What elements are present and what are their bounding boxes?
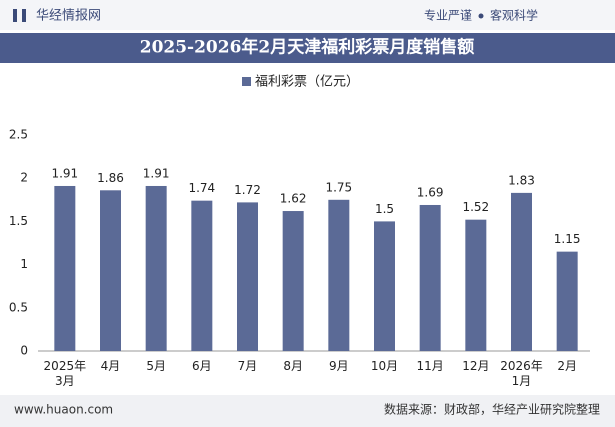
y-tick-label: 1 — [20, 257, 28, 271]
value-label: 1.15 — [554, 232, 581, 246]
x-tick-label: 5月 — [146, 359, 166, 373]
y-tick-label: 2.5 — [9, 128, 28, 142]
x-tick-label: 8月 — [283, 359, 303, 373]
bar — [54, 185, 76, 351]
value-label: 1.91 — [51, 166, 78, 180]
bar — [328, 199, 350, 351]
x-tick-label: 4月 — [100, 359, 121, 373]
slogan: 客观科学 — [490, 8, 538, 23]
x-tick-label: 7月 — [237, 359, 258, 373]
x-tick-label: 10月 — [370, 359, 399, 373]
legend-swatch — [242, 77, 251, 86]
bar — [511, 192, 532, 351]
header-bar — [0, 0, 615, 30]
x-tick-label: 2026年 1月 — [500, 359, 543, 388]
value-label: 1.86 — [97, 171, 124, 185]
footer-website: www.huaon.com — [14, 403, 113, 417]
y-tick-label: 0.5 — [9, 300, 28, 314]
logo-icon — [13, 9, 17, 22]
footer-source: 数据来源：财政部，华经产业研究院整理 — [384, 402, 600, 417]
bar — [419, 204, 441, 351]
x-tick-label: 12月 — [462, 359, 490, 373]
value-label: 1.91 — [143, 166, 170, 180]
value-label: 1.74 — [188, 181, 215, 195]
x-tick-label: 9月 — [329, 359, 349, 373]
value-label: 1.69 — [417, 185, 444, 199]
bar — [191, 200, 213, 351]
bar — [100, 190, 121, 351]
footer-bar — [0, 395, 615, 427]
logo-icon — [22, 9, 26, 22]
value-label: 1.72 — [234, 183, 261, 197]
bar — [282, 211, 304, 351]
bar — [465, 219, 487, 351]
x-tick-label: 11月 — [416, 359, 444, 373]
x-tick-label: 2月 — [557, 359, 577, 373]
slogan: 专业严谨 — [424, 8, 472, 23]
bar — [145, 185, 167, 351]
x-tick-label: 6月 — [192, 359, 212, 373]
y-tick-label: 0 — [20, 344, 28, 358]
logo-text: 华经情报网 — [36, 9, 101, 24]
title-bar — [0, 33, 615, 63]
bar — [374, 221, 395, 351]
chart-title: 2025-2026年2月天津福利彩票月度销售额 — [140, 37, 475, 58]
y-tick-label: 2 — [20, 171, 28, 185]
x-tick-label: 2025年 3月 — [43, 359, 87, 388]
slogan-dot — [478, 13, 484, 19]
value-label: 1.62 — [280, 192, 307, 206]
bar — [237, 202, 258, 351]
value-label: 1.5 — [375, 202, 394, 216]
value-label: 1.83 — [508, 173, 535, 187]
bar — [556, 251, 578, 351]
value-label: 1.52 — [462, 200, 489, 214]
value-label: 1.75 — [325, 180, 352, 194]
legend-label: 福利彩票（亿元） — [255, 75, 359, 90]
y-tick-label: 1.5 — [9, 214, 28, 228]
